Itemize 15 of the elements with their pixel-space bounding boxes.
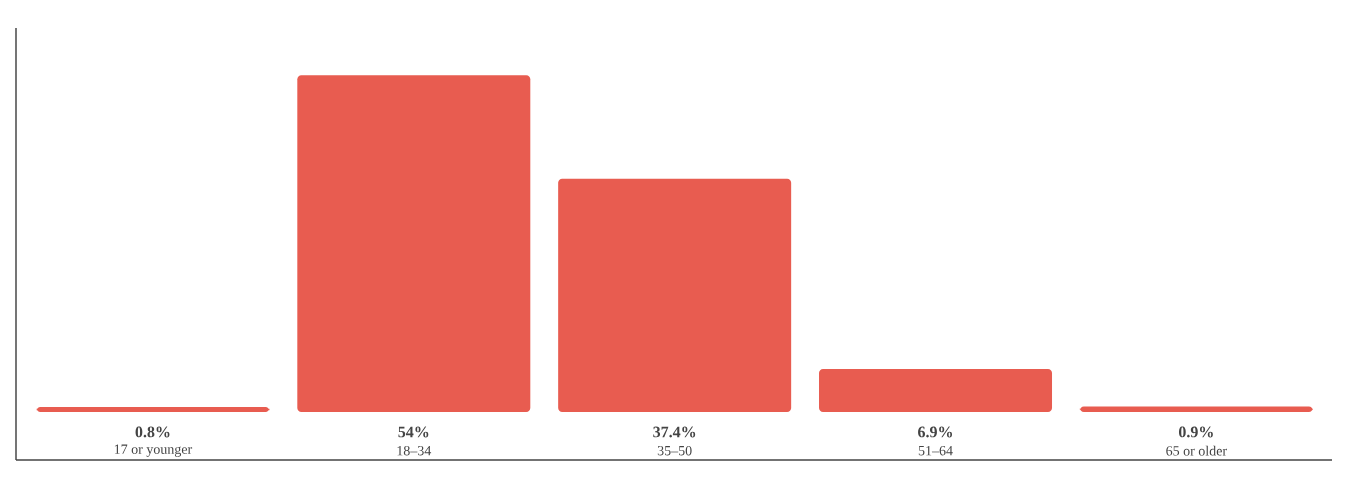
data-label: 0.9% <box>1178 426 1213 438</box>
x-tick-label: 51–64 <box>918 445 953 456</box>
data-label: 54% <box>398 426 429 438</box>
bar <box>36 407 270 412</box>
bar <box>819 368 1053 412</box>
bar <box>297 75 531 412</box>
x-tick-label: 18–34 <box>397 445 432 456</box>
bar <box>1079 406 1313 412</box>
x-tick-label: 35–50 <box>657 445 692 456</box>
data-label: 6.9% <box>918 426 953 438</box>
x-tick-label: 65 or older <box>1166 445 1227 456</box>
data-label: 37.4% <box>653 426 696 438</box>
bar <box>558 178 792 412</box>
x-tick-label: 17 or younger <box>114 444 193 457</box>
data-label: 0.8% <box>135 426 170 438</box>
